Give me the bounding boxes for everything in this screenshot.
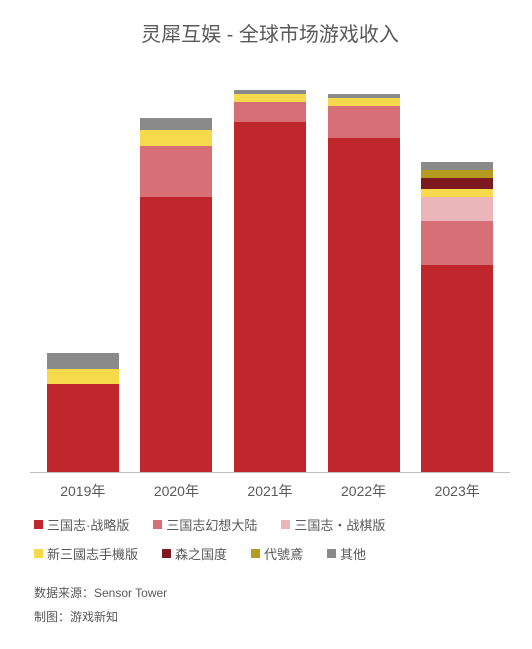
- bar-segment-s4: [140, 130, 212, 146]
- bar-segment-s3: [421, 197, 493, 221]
- legend-item: 三国志・战棋版: [281, 515, 385, 534]
- chart-title: 灵犀互娱 - 全球市场游戏收入: [30, 18, 510, 47]
- legend-label: 森之国度: [175, 544, 227, 563]
- chart-plot-area: [30, 75, 510, 473]
- legend-swatch: [251, 549, 260, 558]
- bar-segment-s4: [234, 94, 306, 102]
- legend-label: 三国志・战棋版: [294, 515, 385, 534]
- legend-swatch: [34, 549, 43, 558]
- bar-segment-s2: [328, 106, 400, 138]
- bar-segment-s1: [234, 122, 306, 472]
- bar-segment-s5: [421, 178, 493, 190]
- bar-segment-s1: [140, 197, 212, 472]
- bar-segment-s2: [140, 146, 212, 198]
- bar-segment-s4: [328, 98, 400, 106]
- bar-segment-s2: [234, 102, 306, 122]
- bar-group: [47, 353, 119, 472]
- x-axis-label: 2019年: [47, 481, 119, 501]
- footnote-line: 数据来源：Sensor Tower: [34, 581, 510, 605]
- legend-label: 新三國志手機版: [47, 544, 138, 563]
- bar-segment-s6: [421, 170, 493, 178]
- legend-swatch: [153, 520, 162, 529]
- legend-item: 新三國志手機版: [34, 544, 138, 563]
- chart-x-axis: 2019年 2020年 2021年 2022年 2023年: [30, 473, 510, 501]
- footnote-line: 制图：游戏新知: [34, 605, 510, 629]
- chart-legend: 三国志·战略版 三国志幻想大陆 三国志・战棋版新三國志手機版 森之国度 代號鳶 其他: [30, 501, 510, 563]
- chart-footnotes: 数据来源：Sensor Tower制图：游戏新知: [30, 563, 510, 629]
- bar-group: [421, 162, 493, 472]
- legend-label: 代號鳶: [264, 544, 303, 563]
- bar-segment-s1: [421, 265, 493, 472]
- legend-item: 三国志·战略版: [34, 515, 129, 534]
- legend-label: 三国志幻想大陆: [166, 515, 257, 534]
- bar-group: [234, 90, 306, 472]
- legend-item: 代號鳶: [251, 544, 303, 563]
- legend-swatch: [327, 549, 336, 558]
- bar-segment-s7: [140, 118, 212, 130]
- bar-segment-s1: [328, 138, 400, 472]
- legend-swatch: [162, 549, 171, 558]
- legend-label: 三国志·战略版: [47, 515, 129, 534]
- legend-swatch: [34, 520, 43, 529]
- bar-segment-s4: [47, 369, 119, 385]
- bar-segment-s4: [421, 189, 493, 197]
- x-axis-label: 2021年: [234, 481, 306, 501]
- legend-label: 其他: [340, 544, 366, 563]
- legend-swatch: [281, 520, 290, 529]
- bar-segment-s7: [47, 353, 119, 369]
- bar-group: [140, 118, 212, 472]
- bar-segment-s7: [421, 162, 493, 170]
- x-axis-label: 2020年: [140, 481, 212, 501]
- legend-item: 其他: [327, 544, 366, 563]
- bar-segment-s2: [421, 221, 493, 265]
- bar-segment-s1: [47, 384, 119, 472]
- legend-item: 森之国度: [162, 544, 227, 563]
- x-axis-label: 2022年: [328, 481, 400, 501]
- legend-item: 三国志幻想大陆: [153, 515, 257, 534]
- x-axis-label: 2023年: [421, 481, 493, 501]
- bar-group: [328, 94, 400, 472]
